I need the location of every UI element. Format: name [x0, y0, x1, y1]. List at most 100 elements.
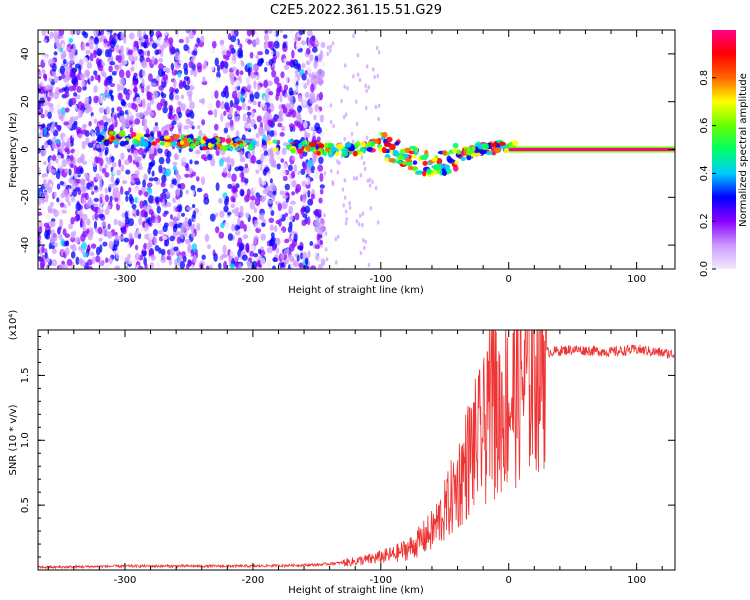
spectrogram-cell: [307, 189, 311, 198]
spectrogram-cell: [53, 30, 59, 40]
spectrogram-cell: [62, 59, 67, 65]
spectrogram-ridge-cell: [493, 147, 502, 154]
spectrogram-cell: [104, 150, 108, 156]
spectrogram-cell: [88, 95, 92, 105]
spectrogram-cell: [75, 178, 82, 184]
spectrogram-ridge-cell: [225, 138, 232, 144]
spectrogram-cell: [178, 38, 184, 44]
spectrogram-cell: [253, 219, 259, 227]
spectrogram-cell: [217, 197, 223, 204]
spectrogram-cell: [101, 167, 107, 174]
spectrogram-cell: [73, 92, 78, 97]
spectrogram-cell: [300, 252, 304, 260]
spectrogram-cell: [162, 236, 168, 241]
spectrogram-cell: [142, 118, 148, 127]
spectrogram-cell: [246, 83, 252, 91]
spectrogram-ridge-cell: [407, 165, 414, 171]
spectrogram-cell: [47, 161, 52, 171]
spectrogram-cell: [103, 38, 108, 44]
spectrogram-cell: [326, 45, 330, 50]
spectrogram-cell: [153, 147, 157, 156]
spectrogram-cell: [173, 246, 179, 252]
spectrogram-cell: [93, 85, 98, 93]
spectrogram-cell: [179, 261, 186, 269]
spectrogram-ridge-cell: [367, 141, 372, 147]
spectrogram-cell: [41, 195, 45, 205]
spectrogram-cell: [329, 44, 333, 49]
spectrogram-cell: [154, 218, 159, 224]
spectrogram-cell: [84, 96, 90, 103]
spectrogram-cell: [196, 125, 201, 130]
spectrogram-cell: [282, 41, 287, 49]
spectrogram-ridge-cell: [355, 141, 361, 147]
spectrogram-cell: [377, 50, 381, 55]
spectrogram-cell: [191, 204, 196, 209]
spectrogram-cell: [222, 244, 227, 254]
spectrogram-cell: [314, 122, 321, 131]
spectrogram-ridge-cell: [465, 149, 471, 156]
spectrogram-cell: [93, 30, 99, 37]
spectrogram-cell: [142, 248, 147, 257]
spectrogram-cell: [272, 265, 276, 269]
spectrogram-cell: [38, 77, 41, 85]
spectrogram-cell: [146, 242, 151, 251]
spectrogram-cell: [240, 94, 244, 103]
spectrogram-cell: [79, 156, 84, 163]
spectrogram-cell: [305, 132, 311, 138]
spectrogram-cell: [253, 253, 259, 258]
spectrogram-cell: [273, 225, 278, 233]
spectrogram-cell: [44, 109, 49, 117]
spectrogram-cell: [166, 255, 171, 261]
spectrogram-cell: [272, 257, 278, 263]
spectrogram-ridge-cell: [415, 170, 424, 175]
spectrogram-cell: [289, 258, 296, 263]
spectrogram-cell: [307, 66, 312, 75]
spectrogram-ridge-cell: [108, 130, 115, 136]
spectrogram-ridge-cell: [228, 145, 234, 152]
spectrogram-cell: [64, 142, 71, 148]
spectrogram-cell: [120, 98, 126, 106]
spectrogram-cell: [220, 222, 225, 229]
spectrogram-cell: [112, 182, 116, 187]
spectrogram-cell: [291, 49, 295, 59]
colorbar-tick-label: 0.0: [699, 261, 710, 277]
y-tick-label: 0: [20, 146, 31, 152]
spectrogram-cell: [81, 186, 87, 194]
spectrogram-cell: [71, 133, 78, 139]
spectrogram-cell: [158, 63, 164, 71]
spectrogram-cell: [115, 64, 120, 73]
spectrogram-cell: [58, 144, 65, 154]
spectrogram-cell: [311, 47, 318, 53]
spectrogram-cell: [151, 42, 158, 49]
spectrogram-cell: [191, 190, 195, 196]
colorbar: 0.0 0.2 0.4 0.6 0.8 Normalized spectral ampl…: [699, 30, 749, 277]
spectrogram-cell: [165, 156, 171, 164]
spectrogram-cell: [95, 255, 101, 263]
spectrogram-cell: [319, 49, 324, 59]
spectrogram-cell: [330, 168, 333, 174]
spectrogram-cell: [104, 49, 110, 58]
spectrogram-cell: [148, 152, 155, 160]
spectrogram-cell: [57, 109, 62, 115]
spectrogram-cell: [203, 196, 210, 205]
spectrogram-cell: [123, 159, 130, 166]
spectrogram-cell: [319, 172, 324, 182]
spectrogram-ridge-cell: [171, 140, 177, 147]
spectrogram-cell: [292, 78, 296, 88]
spectrogram-cell: [279, 132, 285, 137]
spectrogram-cell: [81, 30, 87, 36]
spectrogram-cell: [46, 96, 51, 102]
spectrogram-cell: [220, 113, 224, 122]
spectrogram-cell: [50, 201, 54, 207]
spectrogram-cell: [127, 49, 134, 56]
spectrogram-cell: [283, 84, 289, 91]
spectrogram-cell: [128, 232, 133, 239]
spectrogram-cell: [113, 114, 117, 121]
spectrogram-cell: [77, 133, 83, 139]
spectrogram-cell: [229, 125, 235, 131]
spectrogram-cell: [123, 237, 130, 243]
spectrogram-cell: [231, 223, 236, 232]
spectrogram-cell: [300, 209, 304, 215]
spectrogram-cell: [231, 83, 235, 91]
spectrogram-cell: [202, 63, 208, 69]
